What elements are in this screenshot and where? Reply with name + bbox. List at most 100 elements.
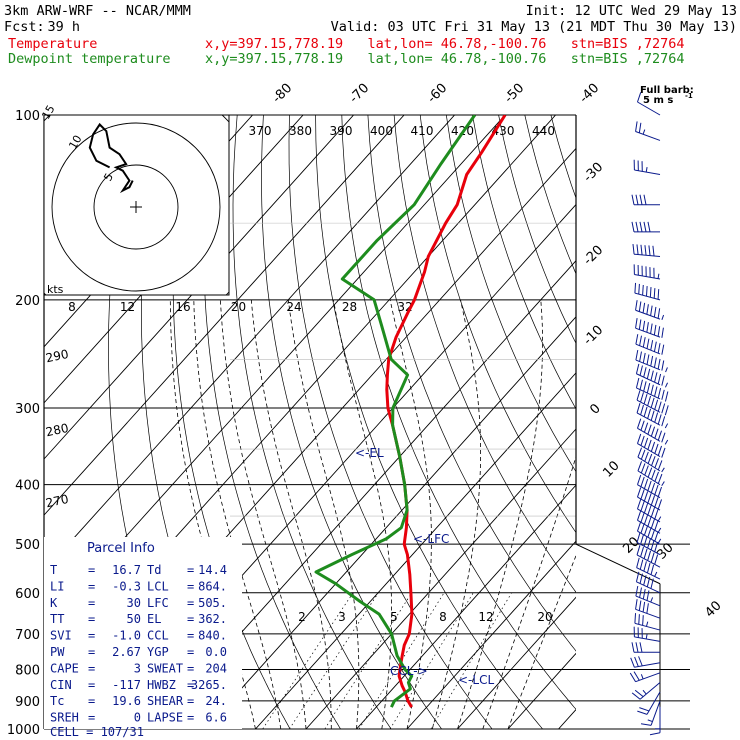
wind-barb-flag <box>643 194 647 205</box>
moist-adiabat <box>457 299 543 729</box>
wind-barb-flag <box>640 420 645 431</box>
wind-barb <box>637 418 669 445</box>
wind-barb-flag <box>643 525 649 536</box>
wind-barb <box>631 194 660 206</box>
wind-barb-staff <box>637 470 661 486</box>
wind-barb-flag <box>647 493 652 504</box>
theta-e-label: 24 <box>286 300 301 314</box>
parcel-key: PW <box>50 645 65 659</box>
pressure-tick-label: 500 <box>15 538 40 553</box>
wind-barb-flag <box>646 304 649 315</box>
wind-barb-flag <box>649 287 652 298</box>
isotherm-line <box>356 484 576 729</box>
dry-adiabat <box>203 115 341 729</box>
wind-barb-flag <box>643 561 647 572</box>
wind-barb-flag <box>650 370 654 381</box>
wind-barb-flag <box>638 301 642 312</box>
wind-barb-flag <box>654 509 659 520</box>
wind-barb <box>632 244 661 257</box>
wind-barb-flag <box>635 599 638 610</box>
wind-barb-flag <box>647 516 652 527</box>
wind-barb-flag <box>635 585 639 597</box>
wind-barb-flag <box>657 445 663 456</box>
wind-barb <box>631 682 661 700</box>
isotherm-line <box>154 259 576 729</box>
wind-barbs <box>629 92 669 736</box>
wind-barb-flag <box>650 323 653 334</box>
parcel-value: 840. <box>198 629 227 643</box>
parcel-value: 2.67 <box>112 645 141 659</box>
wind-barb <box>636 557 661 580</box>
parcel-key: LCL <box>147 579 169 593</box>
wind-barb-flag <box>664 405 669 416</box>
parcel-key: Td <box>147 563 161 577</box>
wind-barb-flag <box>650 529 656 540</box>
wind-barb-flag <box>657 486 663 497</box>
wind-barb-flag <box>646 382 651 394</box>
wind-barb-flag <box>640 244 643 255</box>
forecast-hour: 39 h <box>47 19 80 35</box>
mixing-ratio-label: 12 <box>478 610 493 624</box>
wind-barb-flag <box>639 642 643 653</box>
wind-barb-flag <box>636 390 641 401</box>
pressure-tick-label: 1000 <box>7 723 40 738</box>
mixing-ratio-label: 20 <box>537 610 552 624</box>
wind-barb-flag <box>639 379 643 390</box>
theta-e-label: 12 <box>120 300 135 314</box>
pressure-tick-label: 400 <box>15 479 40 494</box>
mixing-ratio-label: 2 <box>298 610 306 624</box>
wind-barb-staff <box>637 508 661 523</box>
forecast-label: Fcst: <box>4 19 45 35</box>
wind-barb <box>637 461 665 486</box>
dry-adiabat <box>232 115 392 729</box>
hodograph-trace <box>88 122 134 194</box>
wind-barb-flag <box>640 546 644 557</box>
wind-barb-flag <box>639 194 643 205</box>
wind-barb-flag <box>647 439 652 450</box>
wind-barb-flag <box>661 327 664 338</box>
wind-barb-flag <box>642 601 646 613</box>
wind-barb-staff <box>637 530 661 545</box>
wind-barb-flag <box>661 447 666 458</box>
wind-barb-flag <box>647 221 651 232</box>
isotherm-label: -50 <box>502 81 528 107</box>
hodograph-ring <box>93 164 179 250</box>
frame-slant <box>575 543 661 585</box>
parcel-value: 30 <box>127 596 141 610</box>
wind-barb-flag <box>647 505 652 516</box>
wind-barb-flag <box>650 384 654 395</box>
parcel-key: Tc <box>50 694 64 708</box>
wind-barb-flag <box>634 282 637 294</box>
wind-barb-flag <box>643 575 647 586</box>
wind-barb-flag <box>639 221 643 232</box>
wind-barb-staff <box>636 399 661 413</box>
dry-adiabat <box>629 115 740 729</box>
parcel-eq: = <box>187 612 194 626</box>
wind-barb-flag <box>649 732 661 736</box>
wind-barb-flag <box>653 341 657 352</box>
parcel-value: 0.0 <box>205 645 227 659</box>
wind-barb-flag <box>647 408 652 419</box>
wind-barb-flag <box>654 386 658 397</box>
wind-barb-flag <box>638 319 642 330</box>
wind-barb-flag <box>657 289 660 300</box>
wind-barb-staff <box>635 343 661 355</box>
wind-barb-flag <box>653 324 657 336</box>
wind-barb-flag <box>646 322 649 333</box>
wind-barb-flag <box>647 467 653 478</box>
wind-barb-flag <box>642 284 644 296</box>
wind-barb-flag <box>637 499 642 510</box>
wind-barb-flag <box>654 471 659 482</box>
isotherm-line <box>44 115 405 516</box>
mixing-ratio-line <box>358 592 445 729</box>
dry-adiabat <box>682 115 740 729</box>
moist-adiabat <box>250 299 332 729</box>
wind-barb <box>637 521 662 545</box>
parcel-eq: = <box>88 612 95 626</box>
wind-barb-staff <box>634 169 661 175</box>
wind-barb-half <box>645 633 648 640</box>
wind-barb-flag <box>657 343 661 354</box>
parcel-panel-bg <box>44 537 242 729</box>
parcel-eq: = <box>187 629 194 643</box>
